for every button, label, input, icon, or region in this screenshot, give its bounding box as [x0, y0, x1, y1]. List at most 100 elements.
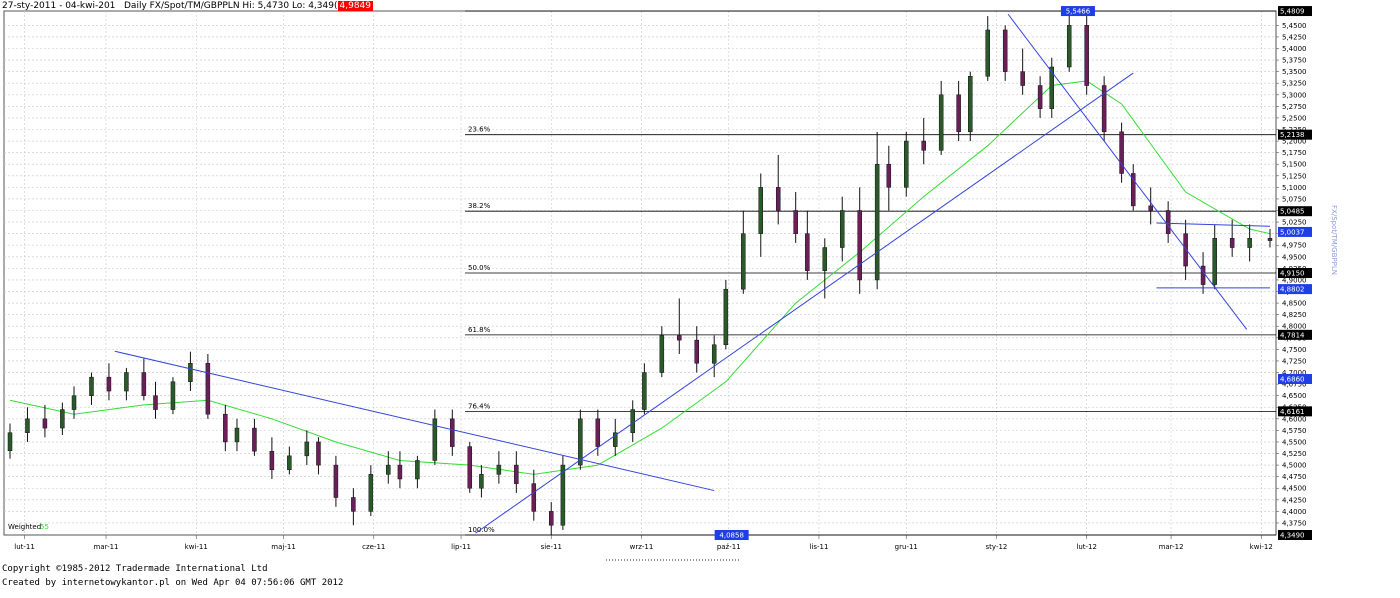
y-tick-label: 5,4250 — [1282, 33, 1307, 41]
candle-down — [1037, 85, 1043, 109]
candle-up — [642, 372, 647, 410]
candle-up — [89, 376, 94, 396]
candle-down — [921, 140, 926, 151]
y-tick-label: 5,1500 — [1282, 161, 1307, 169]
candle-up — [234, 427, 240, 443]
candle-down — [1119, 131, 1124, 174]
y-tick-label: 5,0750 — [1282, 195, 1307, 203]
candle-down — [397, 464, 403, 480]
y-tick-label: 4,5000 — [1282, 462, 1307, 470]
x-tick-label: wrz-11 — [630, 543, 654, 551]
y-tick-label: 4,9500 — [1282, 253, 1307, 261]
candle-up — [124, 372, 129, 392]
y-tick-label: 5,4000 — [1282, 45, 1307, 53]
float-tag-box — [714, 530, 749, 540]
y-tick-label: 4,6500 — [1282, 392, 1307, 400]
candle-up — [659, 335, 665, 373]
y-tick-label: 4,6000 — [1282, 415, 1307, 423]
candle-up — [741, 233, 746, 290]
fib-label: 38.2% — [468, 202, 491, 210]
y-tick-label: 5,3000 — [1282, 91, 1307, 99]
candle-down — [595, 418, 601, 447]
candle-down — [805, 233, 810, 271]
candle-down — [1229, 238, 1235, 248]
candle-up — [1212, 238, 1217, 285]
indicator-period: 55 — [40, 523, 49, 531]
indicator-label: Weighted — [8, 523, 41, 531]
candle-up — [630, 409, 635, 433]
fib-label: 76.4% — [468, 402, 491, 410]
price-tag-label: 5,0485 — [1280, 208, 1305, 216]
candle-down — [531, 483, 537, 512]
header-range: 27-sty-2011 - 04-kwi-201 — [2, 1, 116, 11]
price-tag-box — [1278, 6, 1312, 17]
y-tick-label: 5,1750 — [1282, 149, 1307, 157]
candle-down — [956, 94, 961, 133]
candle-down — [1183, 233, 1188, 267]
candle-down — [775, 187, 781, 211]
y-tick-label: 5,3500 — [1282, 68, 1307, 76]
price-tag-label: 4,6161 — [1280, 408, 1305, 416]
price-tag-box — [1278, 406, 1312, 417]
fib-label: 100.0% — [468, 526, 495, 534]
candle-up — [304, 441, 310, 457]
candle-up — [287, 455, 292, 470]
y-tick-label: 4,4000 — [1282, 508, 1307, 516]
y-tick-label: 4,3750 — [1282, 519, 1307, 527]
y-tick-label: 5,4500 — [1282, 22, 1307, 30]
candle-down — [1267, 238, 1273, 241]
candle-up — [874, 163, 880, 281]
candle-up — [1247, 238, 1252, 248]
candle-down — [1130, 173, 1136, 207]
price-tag-box — [1278, 226, 1312, 237]
candle-down — [252, 427, 257, 452]
x-tick-label: kwi-12 — [1250, 543, 1273, 551]
y-tick-label: 4,5250 — [1282, 450, 1307, 458]
candle-down — [205, 363, 211, 415]
candle-down — [1165, 210, 1171, 234]
x-tick-label: sie-11 — [541, 543, 562, 551]
candle-down — [677, 335, 682, 341]
candle-up — [968, 76, 973, 133]
candle-down — [514, 464, 519, 484]
x-tick-label: paź-11 — [717, 543, 741, 551]
y-tick-label: 5,2750 — [1282, 103, 1307, 111]
y-tick-label: 5,3250 — [1282, 80, 1307, 88]
candle-down — [450, 418, 455, 447]
candle-up — [170, 381, 176, 410]
candle-up — [496, 464, 502, 475]
candle-down — [1002, 29, 1008, 72]
y-tick-label: 4,5500 — [1282, 438, 1307, 446]
candle-up — [839, 210, 845, 248]
price-tag-label: 4,9150 — [1280, 270, 1305, 278]
y-tick-label: 4,8250 — [1282, 311, 1307, 319]
y-tick-label: 5,1000 — [1282, 184, 1307, 192]
y-tick-label: 4,8500 — [1282, 300, 1307, 308]
price-tag-label: 4,3490 — [1280, 532, 1305, 540]
y-tick-label: 5,3750 — [1282, 57, 1307, 65]
candle-up — [71, 395, 77, 410]
x-tick-label: kwi-11 — [185, 543, 208, 551]
price-tag-box — [1278, 329, 1312, 340]
candle-up — [711, 344, 717, 364]
copyright-text: Copyright ©1985-2012 Tradermade Internat… — [2, 564, 268, 574]
trendline — [114, 350, 715, 492]
price-tag-label: 4,7814 — [1280, 331, 1305, 339]
candle-down — [886, 163, 892, 188]
y-tick-label: 4,9750 — [1282, 242, 1307, 250]
price-tag-label: 5,2138 — [1280, 131, 1305, 139]
price-tag-box — [1278, 206, 1312, 217]
y-tick-label: 5,0250 — [1282, 219, 1307, 227]
candle-up — [822, 247, 828, 271]
float-tag-label: 5,5466 — [1066, 8, 1091, 16]
price-tag-box — [1278, 530, 1312, 540]
x-tick-label: lut-11 — [14, 543, 35, 551]
candle-up — [25, 418, 30, 433]
float-tag-label: 4,0858 — [719, 532, 744, 540]
y-tick-label: 4,7000 — [1282, 369, 1307, 377]
header-instrument: Daily FX/Spot/TM/GBPPLN — [124, 1, 240, 11]
candle-up — [1049, 66, 1055, 109]
candle-up — [985, 29, 990, 77]
candle-up — [1066, 25, 1072, 68]
y-tick-label: 4,7250 — [1282, 357, 1307, 365]
